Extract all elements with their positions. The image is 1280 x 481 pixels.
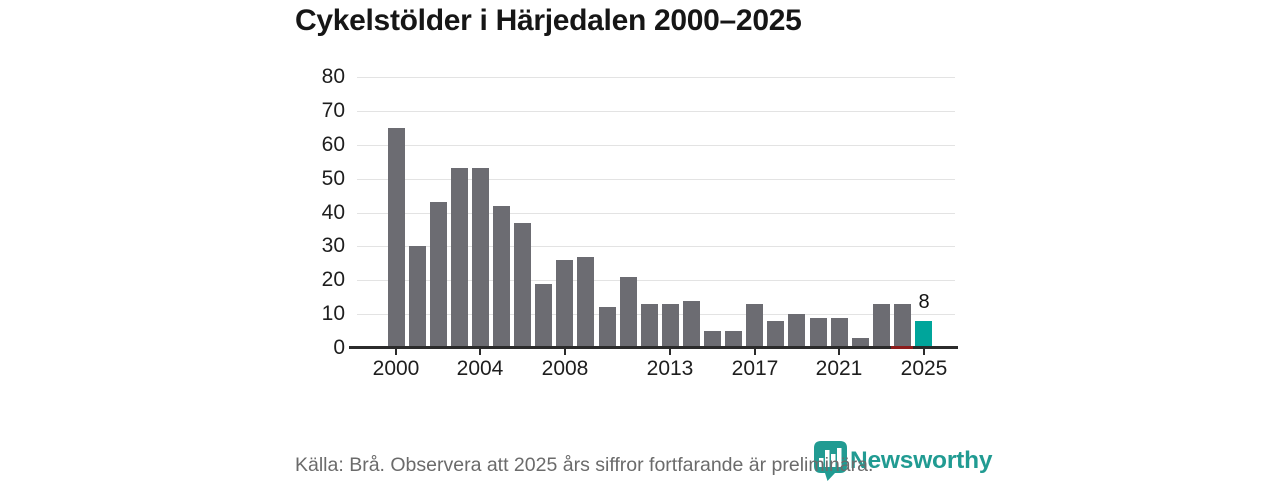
x-tick-label: 2017 xyxy=(731,357,779,380)
bar-2019 xyxy=(788,314,805,348)
y-tick-label: 20 xyxy=(321,268,345,291)
bar-2006 xyxy=(514,223,531,348)
bar-2014 xyxy=(683,301,700,348)
x-tick-label: 2008 xyxy=(541,357,589,380)
bar-2003 xyxy=(451,168,468,348)
bar-2011 xyxy=(620,277,637,348)
newsworthy-wordmark: Newsworthy xyxy=(850,447,993,474)
x-axis-tick xyxy=(479,348,481,355)
x-tick-label: 2000 xyxy=(372,357,420,380)
y-tick-label: 10 xyxy=(321,302,345,325)
chart-title: Cykelstölder i Härjedalen 2000–2025 xyxy=(295,4,802,37)
x-axis-tick xyxy=(923,348,925,355)
bar-2018 xyxy=(767,321,784,348)
bar-2007 xyxy=(535,284,552,348)
x-tick-label: 2004 xyxy=(456,357,504,380)
gridline xyxy=(357,280,955,281)
y-tick-label: 80 xyxy=(321,65,345,88)
bar-2002 xyxy=(430,202,447,348)
bar-2012 xyxy=(641,304,658,348)
bar-2004 xyxy=(472,168,489,348)
y-tick-label: 0 xyxy=(333,336,345,359)
source-note: Källa: Brå. Observera att 2025 års siffr… xyxy=(295,454,874,476)
x-axis-tick xyxy=(838,348,840,355)
x-tick-label: 2013 xyxy=(646,357,694,380)
bar-2009 xyxy=(577,257,594,348)
highlight-value-label: 8 xyxy=(918,291,930,313)
gridline xyxy=(357,213,955,214)
preliminary-baseline-mark xyxy=(891,346,913,349)
x-axis-tick xyxy=(564,348,566,355)
gridline xyxy=(357,246,955,247)
gridline xyxy=(357,179,955,180)
bar-2013 xyxy=(662,304,679,348)
newsworthy-logo[interactable]: Newsworthy xyxy=(814,440,994,481)
y-tick-label: 40 xyxy=(321,201,345,224)
bar-2017 xyxy=(746,304,763,348)
bar-2020 xyxy=(810,318,827,348)
bar-2001 xyxy=(409,246,426,348)
bar-2023 xyxy=(873,304,890,348)
x-tick-label: 2021 xyxy=(815,357,863,380)
x-axis-tick xyxy=(669,348,671,355)
newsworthy-logo-icon xyxy=(814,441,847,481)
y-tick-label: 30 xyxy=(321,234,345,257)
bar-2025 xyxy=(915,321,932,348)
bar-2005 xyxy=(493,206,510,348)
bar-2000 xyxy=(388,128,405,348)
bar-2022 xyxy=(852,338,869,348)
bar-2024 xyxy=(894,304,911,348)
bar-2016 xyxy=(725,331,742,348)
bar-2021 xyxy=(831,318,848,348)
bar-2015 xyxy=(704,331,721,348)
gridline xyxy=(357,145,955,146)
gridline xyxy=(357,77,955,78)
x-axis-tick xyxy=(395,348,397,355)
gridline xyxy=(357,111,955,112)
bar-2010 xyxy=(599,307,616,348)
bar-2008 xyxy=(556,260,573,348)
y-tick-label: 70 xyxy=(321,99,345,122)
y-tick-label: 60 xyxy=(321,133,345,156)
x-tick-label: 2025 xyxy=(900,357,948,380)
x-axis-tick xyxy=(754,348,756,355)
y-tick-label: 50 xyxy=(321,167,345,190)
x-axis-line xyxy=(349,346,958,349)
